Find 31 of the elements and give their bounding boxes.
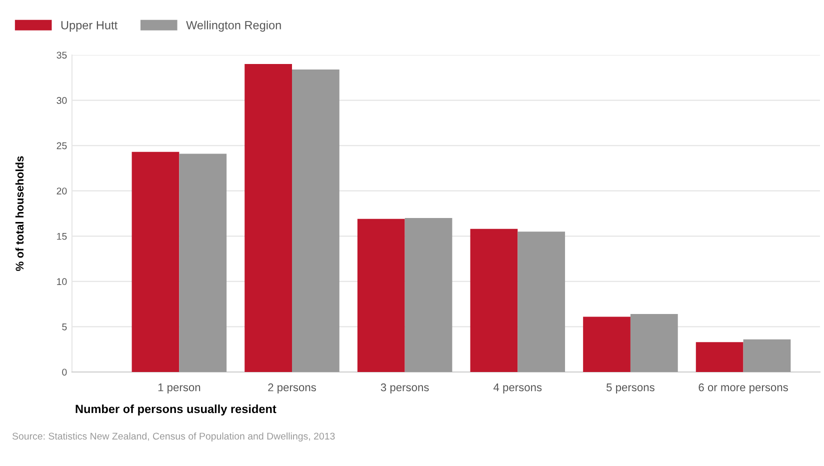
y-tick-label: 10 — [57, 278, 67, 286]
y-tick-label: 25 — [56, 142, 67, 150]
bar — [292, 69, 340, 372]
bar — [244, 64, 292, 372]
bar — [630, 314, 678, 372]
y-tick-label: 30 — [56, 97, 67, 104]
bar — [132, 152, 180, 372]
bar — [743, 339, 791, 372]
x-tick-label: 2 persons — [268, 383, 316, 394]
x-tick-label: 5 persons — [606, 384, 654, 394]
y-tick-label: 20 — [56, 188, 67, 194]
bar — [404, 218, 452, 372]
y-tick-label: 5 — [62, 324, 67, 330]
x-tick-label: 4 persons — [494, 384, 542, 394]
y-tick-label: 35 — [56, 52, 67, 59]
bar — [518, 232, 566, 372]
x-axis-title: Number of persons usually resident — [76, 404, 276, 416]
y-tick-label: 15 — [57, 232, 67, 240]
bar — [470, 228, 518, 372]
source-note: Source: Statistics New Zealand, Census of Population and Dwellings, 2013 — [12, 432, 335, 442]
bar — [357, 218, 405, 372]
x-tick-label: 1 person — [158, 384, 200, 394]
bar — [696, 342, 744, 372]
legend-label: Wellington Region — [186, 20, 281, 32]
legend-label: Upper Hutt — [61, 21, 118, 32]
y-tick-label: 0 — [62, 368, 67, 376]
bar — [583, 316, 630, 372]
y-axis-title: % of total households — [15, 156, 24, 271]
x-tick-label: 6 or more persons — [698, 383, 788, 394]
x-tick-label: 3 persons — [380, 383, 429, 394]
bar — [179, 154, 227, 372]
